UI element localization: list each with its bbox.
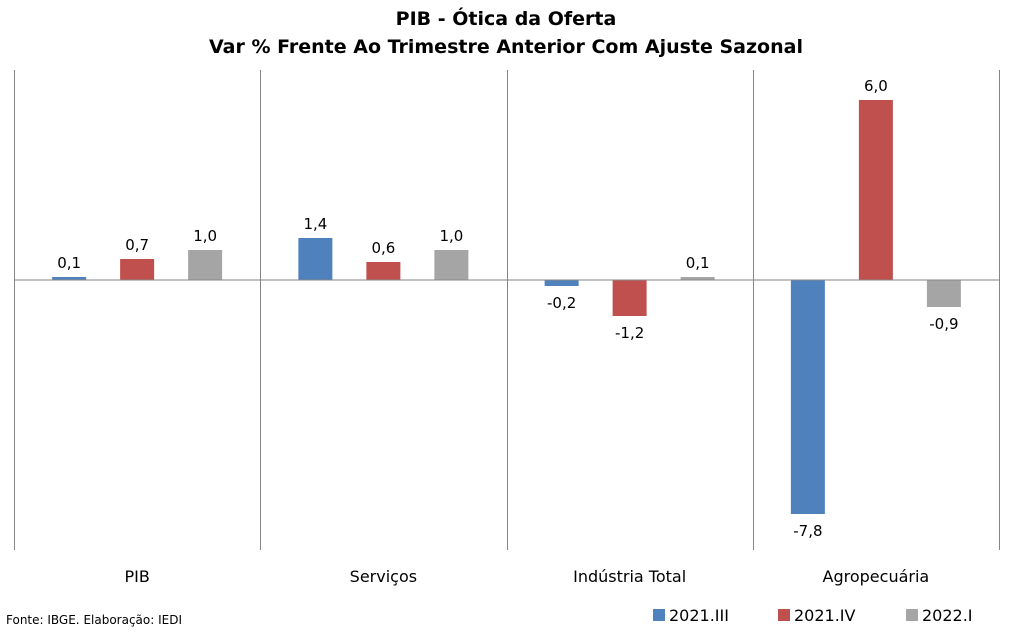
data-label: 0,7	[125, 236, 149, 254]
data-labels: 0,1 1,4 -0,2 -7,8 0,7 0,6 -1,2 6,0 1,0 1,0 0,1 -0,9	[57, 77, 958, 540]
legend-swatch	[653, 609, 665, 621]
bar	[188, 250, 223, 280]
bar	[858, 100, 893, 280]
data-label: 1,4	[303, 215, 327, 233]
category-label: PIB	[124, 567, 149, 586]
legend-swatch	[906, 609, 918, 621]
bar	[52, 277, 87, 280]
bar	[790, 280, 825, 514]
category-label: Indústria Total	[573, 567, 686, 586]
bar	[544, 280, 579, 286]
chart-subtitle: Var % Frente Ao Trimestre Anterior Com A…	[209, 36, 803, 58]
data-label: -1,2	[615, 324, 644, 342]
bar	[434, 250, 469, 280]
data-label: -7,8	[793, 522, 822, 540]
data-label: 0,6	[371, 239, 395, 257]
bar	[298, 238, 333, 280]
bar	[612, 280, 647, 316]
data-label: 0,1	[57, 254, 81, 272]
bars	[52, 100, 961, 514]
legend: 2021.III 2021.IV 2022.I	[653, 606, 973, 625]
category-label: Serviços	[350, 567, 417, 586]
legend-swatch	[778, 609, 790, 621]
data-label: -0,2	[547, 294, 576, 312]
chart-title: PIB - Ótica da Oferta	[396, 6, 617, 30]
bar	[680, 277, 715, 280]
legend-label: 2021.III	[669, 606, 729, 625]
data-label: 1,0	[193, 227, 217, 245]
data-label: 1,0	[439, 227, 463, 245]
category-label: Agropecuária	[823, 567, 930, 586]
source-note: Fonte: IBGE. Elaboração: IEDI	[6, 613, 182, 627]
legend-label: 2022.I	[922, 606, 973, 625]
category-labels: PIB Serviços Indústria Total Agropecuária	[124, 567, 929, 586]
bar	[120, 259, 155, 280]
bar	[926, 280, 961, 307]
data-label: 6,0	[864, 77, 888, 95]
data-label: -0,9	[929, 315, 958, 333]
legend-label: 2021.IV	[794, 606, 856, 625]
data-label: 0,1	[686, 254, 710, 272]
bar	[366, 262, 401, 280]
category-separators	[14, 70, 1000, 550]
